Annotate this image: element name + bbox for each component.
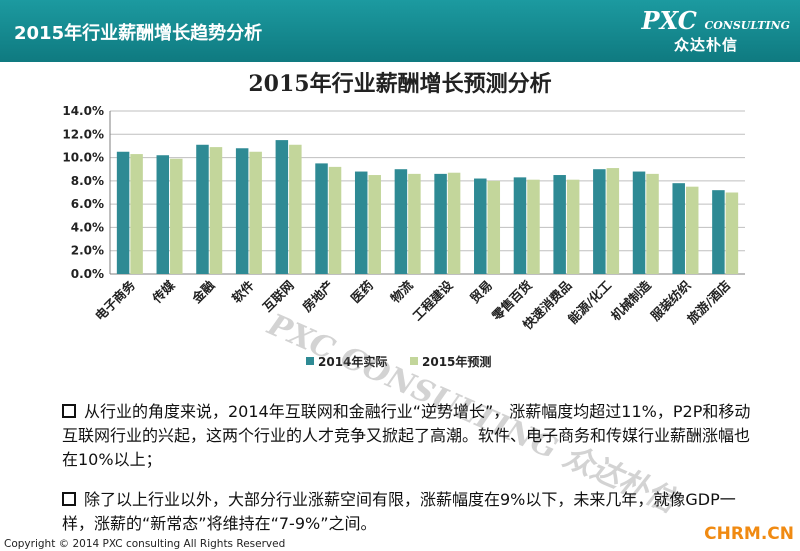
bar-actual-2014: [553, 175, 566, 274]
bar-actual-2014: [235, 148, 249, 274]
bar-forecast-2015: [328, 166, 342, 274]
x-category-label: 旅游/酒店: [683, 277, 733, 327]
x-category-label: 传媒: [149, 277, 178, 306]
bullet-icon: [62, 492, 76, 506]
bar-forecast-2015: [170, 158, 183, 274]
header-bar: 2015年行业薪酬增长趋势分析 PXC CONSULTING 众达朴信: [0, 0, 800, 62]
bar-actual-2014: [315, 163, 328, 274]
site-badge: CHRM.CN: [704, 524, 794, 544]
logo-consulting: CONSULTING: [704, 19, 790, 32]
bar-actual-2014: [434, 173, 447, 274]
company-logo: PXC CONSULTING 众达朴信: [600, 6, 790, 56]
paragraph-outlook: 除了以上行业以外，大部分行业涨薪空间有限，涨薪幅度在9%以下，未来几年，就像GD…: [62, 488, 762, 536]
legend-label: 2014年实际: [318, 354, 387, 369]
x-category-label: 房地产: [299, 278, 336, 315]
bar-actual-2014: [672, 183, 685, 274]
bar-forecast-2015: [487, 180, 501, 274]
bar-forecast-2015: [368, 175, 381, 274]
bar-actual-2014: [156, 155, 170, 274]
bar-actual-2014: [632, 171, 646, 274]
logo-pxc: PXC: [641, 6, 697, 35]
y-tick-label: 2.0%: [71, 244, 104, 258]
x-category-label: 金融: [188, 277, 217, 306]
bar-forecast-2015: [209, 147, 223, 274]
y-tick-label: 12.0%: [62, 127, 104, 141]
header-title: 2015年行业薪酬增长趋势分析: [14, 23, 263, 44]
y-tick-label: 14.0%: [62, 104, 104, 118]
x-category-label: 工程建设: [409, 277, 455, 323]
x-category-label: 软件: [229, 277, 258, 306]
x-category-label: 电子商务: [92, 277, 138, 323]
bar-forecast-2015: [447, 172, 461, 274]
y-tick-label: 0.0%: [71, 267, 104, 281]
bar-forecast-2015: [408, 173, 421, 274]
legend-swatch: [306, 357, 314, 365]
bar-forecast-2015: [646, 173, 659, 274]
bar-forecast-2015: [249, 151, 262, 274]
legend-swatch: [410, 357, 418, 365]
x-category-label: 医药: [348, 277, 377, 306]
bar-actual-2014: [712, 190, 725, 274]
y-tick-label: 10.0%: [62, 151, 104, 165]
paragraph-industry-text: 从行业的角度来说，2014年互联网和金融行业“逆势增长”，涨薪幅度均超过11%，…: [62, 402, 751, 469]
bar-forecast-2015: [289, 144, 302, 274]
chart-title: 2015年行业薪酬增长预测分析: [248, 71, 552, 97]
bar-actual-2014: [116, 151, 130, 274]
bar-forecast-2015: [725, 192, 739, 274]
x-category-label: 贸易: [467, 278, 495, 306]
bar-actual-2014: [394, 169, 408, 274]
y-tick-label: 8.0%: [71, 174, 104, 188]
y-tick-label: 6.0%: [71, 197, 104, 211]
y-tick-label: 4.0%: [71, 220, 104, 234]
bullet-icon: [62, 404, 76, 418]
paragraph-outlook-text: 除了以上行业以外，大部分行业涨薪空间有限，涨薪幅度在9%以下，未来几年，就像GD…: [62, 490, 736, 533]
bar-actual-2014: [593, 169, 606, 274]
bar-forecast-2015: [527, 179, 540, 274]
bar-actual-2014: [513, 177, 527, 274]
x-category-label: 能源/化工: [565, 277, 615, 327]
x-category-label: 互联网: [260, 278, 297, 315]
logo-chinese-name: 众达朴信: [673, 36, 738, 54]
bar-actual-2014: [275, 140, 289, 274]
x-category-label: 机械制造: [608, 277, 654, 323]
x-category-label: 物流: [387, 277, 416, 306]
legend-label: 2015年预测: [422, 354, 491, 369]
bar-actual-2014: [474, 178, 487, 274]
bar-forecast-2015: [606, 168, 620, 274]
bar-forecast-2015: [130, 154, 143, 274]
bar-actual-2014: [196, 144, 209, 274]
bar-forecast-2015: [685, 186, 699, 274]
copyright-notice: Copyright © 2014 PXC consulting All Righ…: [4, 538, 286, 550]
bar-forecast-2015: [566, 179, 580, 274]
paragraph-industry: 从行业的角度来说，2014年互联网和金融行业“逆势增长”，涨薪幅度均超过11%，…: [62, 400, 762, 472]
logo-wordmark: PXC CONSULTING: [642, 6, 790, 35]
bar-actual-2014: [354, 171, 368, 274]
